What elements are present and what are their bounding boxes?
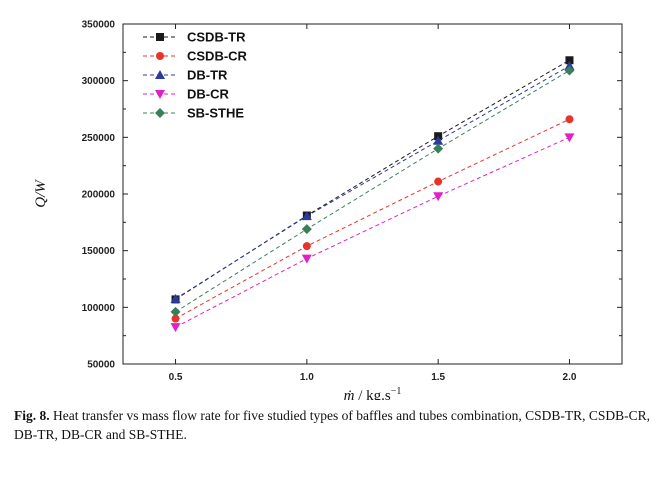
data-point-db-cr — [170, 323, 181, 333]
data-point-db-cr — [433, 192, 444, 202]
legend-label-db-tr: DB-TR — [187, 68, 228, 83]
data-point-sb-sthe — [433, 143, 444, 154]
data-point-csdb-cr — [171, 314, 180, 323]
series-line-sb-sthe — [175, 70, 570, 313]
data-point-db-tr — [433, 135, 444, 145]
legend-label-csdb-tr: CSDB-TR — [187, 30, 246, 45]
legend-label-sb-sthe: SB-STHE — [187, 106, 244, 121]
data-point-db-tr — [301, 211, 312, 221]
legend-marker-csdb-tr — [156, 33, 164, 41]
data-point-db-tr — [564, 60, 575, 70]
y-axis-title: Q/W — [33, 179, 49, 208]
y-tick-label: 200000 — [82, 190, 116, 201]
data-point-sb-sthe — [301, 224, 312, 235]
figure-caption-text: Heat transfer vs mass flow rate for five… — [14, 408, 651, 442]
figure-caption: Fig. 8. Heat transfer vs mass flow rate … — [14, 406, 659, 444]
data-point-csdb-cr — [302, 242, 311, 251]
x-tick-label: 1.0 — [300, 372, 314, 383]
legend-marker-db-cr — [155, 90, 165, 99]
series-line-db-tr — [175, 65, 570, 300]
x-tick-label: 2.0 — [563, 372, 577, 383]
data-point-csdb-cr — [565, 115, 574, 124]
data-point-db-cr — [564, 133, 575, 143]
line-chart: 50000 100000 150000 200000 250000 300000 35000… — [33, 20, 623, 400]
y-tick-label: 50000 — [87, 360, 115, 371]
y-tick-label: 350000 — [82, 20, 116, 31]
series-line-db-cr — [175, 136, 570, 328]
series-line-csdb-tr — [175, 59, 570, 300]
series-line-csdb-cr — [175, 118, 570, 320]
figure-label: Fig. 8. — [14, 408, 50, 423]
legend-marker-sb-sthe — [155, 108, 165, 118]
x-tick-label: 0.5 — [169, 372, 183, 383]
data-point-db-cr — [301, 254, 312, 264]
data-point-db-tr — [170, 293, 181, 303]
legend-label-csdb-cr: CSDB-CR — [187, 49, 248, 64]
data-point-csdb-tr — [565, 56, 574, 65]
data-point-sb-sthe — [564, 65, 575, 76]
data-point-csdb-cr — [434, 177, 443, 186]
legend-marker-db-tr — [155, 70, 165, 79]
data-point-sb-sthe — [170, 306, 181, 317]
y-tick-label: 100000 — [82, 303, 116, 314]
legend-marker-csdb-cr — [156, 52, 164, 60]
y-tick-label: 250000 — [82, 133, 116, 144]
y-tick-label: 150000 — [82, 246, 116, 257]
legend-label-db-cr: DB-CR — [187, 87, 229, 102]
y-tick-label: 300000 — [82, 76, 116, 87]
x-axis-title: ṁ / kg.s−1 — [344, 386, 402, 400]
x-tick-label: 1.5 — [431, 372, 445, 383]
